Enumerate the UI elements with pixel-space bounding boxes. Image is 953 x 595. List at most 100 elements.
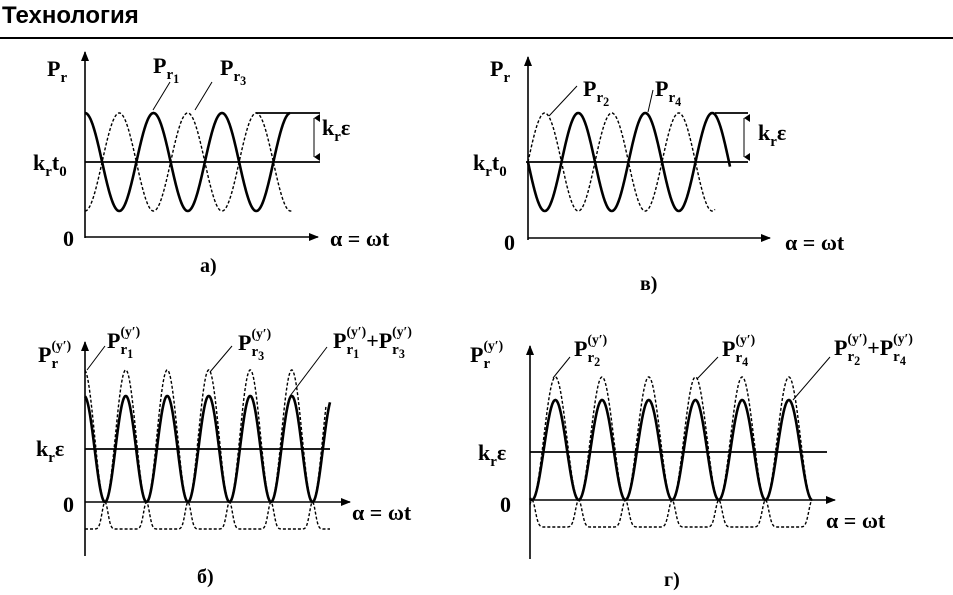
y-axis-label-sub: r — [483, 356, 490, 372]
curve-pr1-pr3 — [84, 369, 327, 503]
curve-label-sum-base: P — [333, 328, 346, 353]
zero-label: 0 — [63, 492, 74, 517]
curve-pr2 — [527, 112, 716, 212]
level-label-base: k — [36, 436, 49, 461]
curve-label-pr2-base: P — [583, 76, 596, 101]
curve-label-pr1-base: P — [107, 328, 120, 353]
curve-label-pr2-sub: r — [596, 90, 603, 106]
curve-sum — [84, 394, 332, 504]
level-label-base: ε — [497, 440, 506, 465]
leader-pr4 — [696, 356, 719, 380]
x-axis-label: α = ωt — [826, 508, 886, 533]
level-label-sub: r — [490, 454, 497, 470]
curve-label-sum-sub: r — [893, 349, 900, 365]
curve-pr3 — [84, 112, 293, 212]
leader-pr1 — [86, 345, 106, 371]
curve-label-pr4: P (y′) r 4 — [722, 332, 755, 369]
curve-label-pr1-sub: r — [120, 342, 127, 358]
curve-label-pr3-base: P — [238, 330, 251, 355]
curve-label-pr4-base: P — [655, 76, 668, 101]
curve-label-sum-base: P — [834, 335, 847, 360]
amplitude-label-base: k — [322, 115, 335, 140]
curve-pr1 — [84, 111, 291, 213]
amplitude-label-sub: r — [770, 134, 777, 150]
curve-label-sum: P (y′)r 1+P (y′)r 3 — [333, 324, 412, 361]
curve-label-pr1-subsub: 1 — [127, 347, 133, 361]
zero-label: 0 — [63, 226, 74, 251]
curve-label-sum: P (y′)r 2+P (y′)r 4 — [834, 331, 913, 368]
curve-label-pr3-sub: r — [233, 69, 240, 85]
curve-label-sum-base: +P — [366, 328, 392, 353]
level-label-base: t — [52, 150, 60, 175]
level-label-base: t — [492, 150, 500, 175]
curve-label-pr2-subsub: 2 — [603, 95, 609, 109]
x-axis-label: α = ωt — [330, 226, 390, 251]
caption-g: г) — [664, 569, 680, 591]
curve-label-pr1-sup: (y′) — [120, 324, 140, 340]
amplitude-label-base: ε — [341, 115, 350, 140]
y-axis-label-base: P — [490, 56, 503, 81]
curve-label-sum-sup: (y′) — [847, 331, 867, 347]
y-axis-label-sub: r — [503, 70, 510, 86]
level-label-sub: 0 — [499, 164, 506, 180]
level-label-base: k — [33, 150, 46, 175]
y-axis-label-sub: r — [60, 70, 67, 86]
level-label-sub: 0 — [59, 164, 66, 180]
curve-sum — [528, 398, 813, 502]
y-axis-label: P (y′) r — [38, 338, 71, 372]
curve-label-pr1-subsub: 1 — [173, 72, 179, 86]
y-axis-label-base: P — [470, 342, 483, 367]
amplitude-label-base: ε — [777, 120, 786, 145]
level-label-base: ε — [55, 436, 64, 461]
curve-label-sum-base: +P — [867, 335, 893, 360]
y-axis-label-sub: r — [51, 356, 58, 372]
curve-label-pr2: P (y′) r 2 — [574, 332, 607, 369]
y-axis-label-base: P — [47, 56, 60, 81]
leader-pr3 — [209, 345, 233, 373]
level-label-sub: r — [45, 164, 52, 180]
curve-negative-part — [85, 501, 330, 530]
leader-pr1 — [152, 81, 171, 111]
caption-v: в) — [640, 273, 657, 295]
page-header-title: Технология — [2, 2, 139, 29]
caption-a: а) — [200, 255, 217, 277]
amplitude-label-sub: r — [334, 129, 341, 145]
y-axis-label-sup: (y′) — [483, 338, 503, 354]
level-label-base: k — [478, 440, 491, 465]
curve-label-pr3-subsub: 3 — [258, 349, 264, 363]
curve-label-pr4-sub: r — [735, 350, 742, 366]
curve-label-pr2-base: P — [574, 336, 587, 361]
leader-pr2 — [552, 356, 571, 379]
leader-pr2 — [548, 85, 578, 117]
x-axis-label: α = ωt — [785, 230, 845, 255]
curve-label-sum-subsub: 3 — [399, 347, 405, 361]
curve-label-pr1-sub: r — [166, 67, 173, 83]
curve-label-sum-subsub: 2 — [854, 354, 860, 368]
amplitude-label-base: k — [758, 120, 771, 145]
level-label-sub: r — [485, 164, 492, 180]
curve-label-pr2-sub: r — [587, 350, 594, 366]
leader-pr4 — [647, 89, 654, 113]
curve-label-pr4-sup: (y′) — [735, 332, 755, 348]
leader-pr3 — [194, 81, 213, 111]
y-axis-label-sup: (y′) — [51, 338, 71, 354]
curve-label-pr1-base: P — [153, 53, 166, 78]
leader-sum — [289, 346, 328, 397]
curve-label-sum-subsub: 4 — [900, 354, 906, 368]
leader-sum — [792, 356, 831, 401]
curve-negative-part — [529, 499, 813, 528]
level-label-sub: r — [48, 450, 55, 466]
curve-label-sum-subsub: 1 — [353, 347, 359, 361]
header-rule — [0, 37, 953, 39]
